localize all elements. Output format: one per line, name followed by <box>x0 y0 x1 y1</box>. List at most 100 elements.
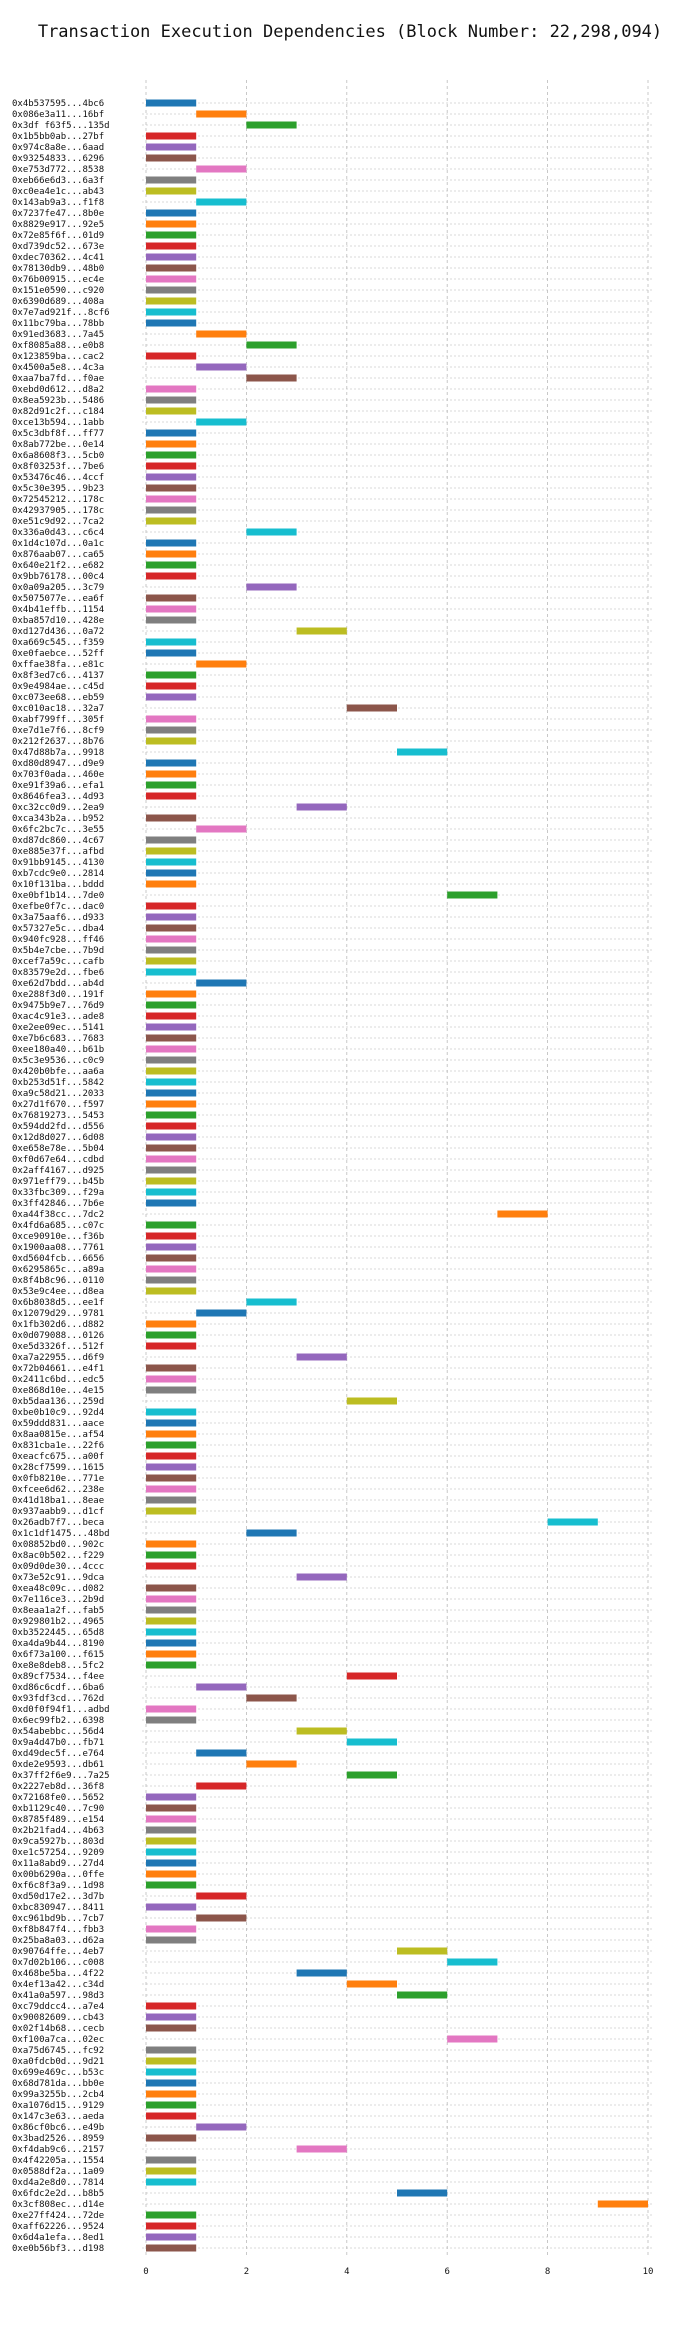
transaction-bar <box>146 1144 197 1152</box>
transaction-label: 0x8829e917...92e5 <box>12 220 104 230</box>
transaction-bar <box>146 242 197 250</box>
transaction-bar <box>146 913 197 921</box>
transaction-bar <box>146 715 197 723</box>
transaction-bar <box>146 264 197 272</box>
transaction-bar <box>146 1089 197 1097</box>
transaction-bar <box>346 704 397 712</box>
transaction-bar <box>146 561 197 569</box>
transaction-label: 0x4f42205a...1554 <box>12 2156 104 2166</box>
transaction-bar <box>146 550 197 558</box>
transaction-bar <box>146 451 197 459</box>
transaction-label: 0x8ac0b502...f229 <box>12 1551 104 1561</box>
transaction-bar <box>296 1969 347 1977</box>
transaction-label: 0x8f03253f...7be6 <box>12 462 104 472</box>
transaction-bar <box>146 1826 197 1834</box>
transaction-bar <box>146 440 197 448</box>
transaction-label: 0xf0d67e64...cdbd <box>12 1155 104 1165</box>
transaction-label: 0xbc830947...8411 <box>12 1903 104 1913</box>
transaction-bar <box>146 1859 197 1867</box>
transaction-bar <box>246 374 297 382</box>
transaction-bar <box>146 836 197 844</box>
transaction-bar <box>146 2112 197 2120</box>
transaction-bar <box>146 693 197 701</box>
transaction-bar <box>146 1331 197 1339</box>
transaction-bar <box>146 2101 197 2109</box>
transaction-label: 0xd86c6cdf...6ba6 <box>12 1683 104 1693</box>
transaction-label: 0x0588df2a...1a09 <box>12 2167 104 2177</box>
transaction-bar <box>146 1551 197 1559</box>
transaction-bar <box>146 1166 197 1174</box>
transaction-label: 0xf8b847f4...fbb3 <box>12 1925 104 1935</box>
transaction-label: 0xa4da9b44...8190 <box>12 1639 104 1649</box>
transaction-bar <box>146 275 197 283</box>
transaction-label: 0x27d1f670...f597 <box>12 1100 104 1110</box>
transaction-label: 0x73e52c91...9dca <box>12 1573 104 1583</box>
transaction-bar <box>146 1375 197 1383</box>
transaction-bar <box>146 1903 197 1911</box>
transaction-label: 0x699e469c...b53c <box>12 2068 104 2078</box>
transaction-bar <box>196 1749 247 1757</box>
transaction-label: 0xabf799ff...305f <box>12 715 104 725</box>
transaction-label: 0xe51c9d92...7ca2 <box>12 517 104 527</box>
transaction-bar <box>196 825 247 833</box>
transaction-label: 0x09d0de30...4ccc <box>12 1562 104 1572</box>
transaction-bar <box>246 583 297 591</box>
transaction-label: 0xa1076d15...9129 <box>12 2101 104 2111</box>
transaction-label: 0x1c1df1475...48bd <box>12 1529 110 1539</box>
transaction-label: 0xa0fdcb0d...9d21 <box>12 2057 104 2067</box>
transaction-label: 0x7237fe47...8b0e <box>12 209 104 219</box>
transaction-bar <box>146 1364 197 1372</box>
transaction-bar <box>196 660 247 668</box>
transaction-label: 0x6d4a1efa...8ed1 <box>12 2233 104 2243</box>
transaction-bar <box>146 2024 197 2032</box>
transaction-label: 0xf4dab9c6...2157 <box>12 2145 104 2155</box>
transaction-label: 0x2aff4167...d925 <box>12 1166 104 1176</box>
transaction-bar <box>146 1848 197 1856</box>
transaction-label: 0x11a8abd9...27d4 <box>12 1859 104 1869</box>
x-tick-label: 8 <box>545 2267 550 2277</box>
transaction-label: 0x6b8038d5...ee1f <box>12 1298 104 1308</box>
transaction-bar <box>196 330 247 338</box>
transaction-label: 0xf6c8f3a9...1d98 <box>12 1881 104 1891</box>
transaction-label: 0xc32cc0d9...2ea9 <box>12 803 104 813</box>
transaction-label: 0x78130db9...48b0 <box>12 264 104 274</box>
transaction-label: 0x7e116ce3...2b9d <box>12 1595 104 1605</box>
transaction-label: 0x7d02b106...c008 <box>12 1958 104 1968</box>
transaction-bar <box>146 616 197 624</box>
x-tick-label: 2 <box>244 2267 249 2277</box>
transaction-bar <box>146 2211 197 2219</box>
transaction-bar <box>146 132 197 140</box>
transaction-label: 0x76819273...5453 <box>12 1111 104 1121</box>
transaction-label: 0x93fdf3cd...762d <box>12 1694 104 1704</box>
transaction-label: 0x89cf7534...f4ee <box>12 1672 104 1682</box>
transaction-label: 0x83579e2d...fbe6 <box>12 968 104 978</box>
transaction-bar <box>346 1738 397 1746</box>
transaction-bar <box>146 1595 197 1603</box>
transaction-label: 0x41a0a597...98d3 <box>12 1991 104 2001</box>
transaction-bar <box>146 1441 197 1449</box>
transaction-label: 0x72545212...178c <box>12 495 104 505</box>
transaction-bar <box>497 1210 548 1218</box>
transaction-bar <box>296 2145 347 2153</box>
transaction-label: 0x4b537595...4bc6 <box>12 99 104 109</box>
transaction-label: 0xcef7a59c...cafb <box>12 957 104 967</box>
transaction-label: 0x28cf7599...1615 <box>12 1463 104 1473</box>
transaction-label: 0xd739dc52...673e <box>12 242 104 252</box>
transaction-label: 0xb5daa136...259d <box>12 1397 104 1407</box>
chart-title: Transaction Execution Dependencies (Bloc… <box>37 22 663 42</box>
transaction-bar <box>146 1617 197 1625</box>
transaction-bar <box>547 1518 598 1526</box>
transaction-bar <box>146 1254 197 1262</box>
transaction-bar <box>146 1430 197 1438</box>
transaction-label: 0x1900aa08...7761 <box>12 1243 104 1253</box>
transaction-label: 0x9bb76178...00c4 <box>12 572 104 582</box>
transaction-bar <box>146 1001 197 1009</box>
transaction-label: 0xe2ee09ec...5141 <box>12 1023 104 1033</box>
transaction-label: 0x831cba1e...22f6 <box>12 1441 104 1451</box>
transaction-label: 0x212f2637...8b76 <box>12 737 104 747</box>
transaction-label: 0x37ff2f6e9...7a25 <box>12 1771 110 1781</box>
transaction-label: 0xfcee6d62...238e <box>12 1485 104 1495</box>
transaction-bar <box>397 2189 448 2197</box>
y-tick-labels: 0x4b537595...4bc60x086e3a11...16bf0x3df … <box>12 99 110 2254</box>
transaction-label: 0x6390d689...408a <box>12 297 104 307</box>
